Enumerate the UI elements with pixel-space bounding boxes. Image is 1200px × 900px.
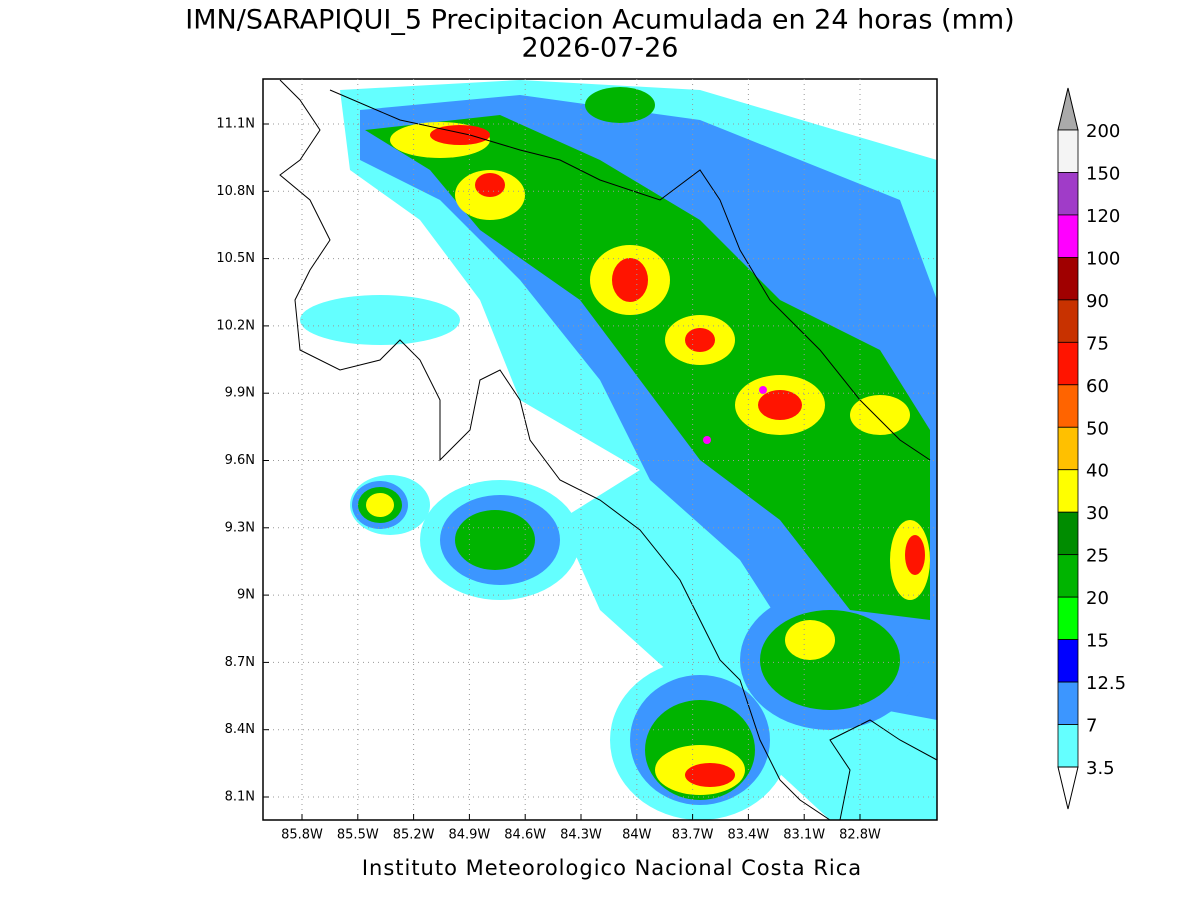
lat-tick-label: 11.1N	[216, 117, 255, 132]
colorbar-box	[1057, 384, 1079, 428]
footer: Instituto Meteorologico Nacional Costa R…	[362, 856, 862, 880]
lon-tick-label: 83.1W	[783, 828, 825, 843]
colorbar-box	[1057, 299, 1079, 343]
lon-tick-label: 84W	[622, 828, 652, 843]
lat-tick-label: 9N	[237, 588, 255, 603]
colorbar-label: 30	[1086, 503, 1109, 524]
colorbar-box	[1057, 341, 1079, 386]
lon-tick-label: 85.5W	[337, 828, 379, 843]
precip-field	[279, 79, 937, 820]
colorbar-label: 20	[1086, 588, 1109, 609]
lon-tick-label: 83.4W	[727, 828, 769, 843]
lon-tick-label: 84.6W	[504, 828, 546, 843]
colorbar-box	[1057, 724, 1079, 768]
colorbar-label: 7	[1086, 716, 1097, 737]
map	[262, 78, 938, 821]
colorbar-label: 50	[1086, 418, 1109, 439]
map-frame	[262, 78, 938, 821]
lon-tick-label: 84.9W	[448, 828, 490, 843]
colorbar-box	[1057, 214, 1079, 258]
lat-tick-label: 10.5N	[216, 251, 255, 266]
lon-tick-label: 85.2W	[393, 828, 435, 843]
map-date: 2026-07-26	[522, 33, 679, 64]
lon-tick-label: 83.7W	[672, 828, 714, 843]
colorbar-box	[1057, 511, 1079, 556]
lat-tick-label: 9.3N	[225, 520, 255, 535]
colorbar-box	[1057, 681, 1079, 725]
map-title: IMN/SARAPIQUI_5 Precipitacion Acumulada …	[185, 5, 1014, 36]
colorbar-box	[1057, 639, 1079, 683]
colorbar-over	[1057, 87, 1079, 131]
colorbar-label: 25	[1086, 546, 1109, 567]
colorbar-box	[1057, 129, 1079, 173]
colorbar-box	[1057, 172, 1079, 216]
colorbar-under	[1057, 766, 1079, 810]
colorbar-box	[1057, 554, 1079, 598]
colorbar-label: 3.5	[1086, 758, 1115, 779]
lat-tick-label: 9.9N	[225, 386, 255, 401]
colorbar-label: 75	[1086, 333, 1109, 354]
lat-tick-label: 8.1N	[225, 790, 255, 805]
colorbar-label: 15	[1086, 631, 1109, 652]
colorbar-label: 60	[1086, 376, 1109, 397]
lon-tick-label: 85.8W	[281, 828, 323, 843]
colorbar-box	[1057, 426, 1079, 471]
lat-tick-label: 8.4N	[225, 722, 255, 737]
colorbar-label: 40	[1086, 461, 1109, 482]
lon-tick-label: 84.3W	[560, 828, 602, 843]
colorbar-label: 200	[1086, 121, 1120, 142]
lat-tick-label: 9.6N	[225, 453, 255, 468]
colorbar-label: 120	[1086, 206, 1120, 227]
colorbar: 200 150 120 100 90 75 60 50 40 30 25 20 15 12.5 7 3.5	[1057, 87, 1126, 810]
lon-tick-label: 82.8W	[839, 828, 881, 843]
colorbar-box	[1057, 596, 1079, 641]
colorbar-label: 100	[1086, 248, 1120, 269]
coastline	[279, 79, 831, 820]
lat-tick-label: 10.2N	[216, 318, 255, 333]
colorbar-label: 90	[1086, 291, 1109, 312]
lat-tick-label: 8.7N	[225, 655, 255, 670]
colorbar-box	[1057, 469, 1079, 513]
colorbar-label: 12.5	[1086, 673, 1126, 694]
lat-tick-label: 10.8N	[216, 184, 255, 199]
colorbar-label: 150	[1086, 163, 1120, 184]
colorbar-box	[1057, 256, 1079, 301]
